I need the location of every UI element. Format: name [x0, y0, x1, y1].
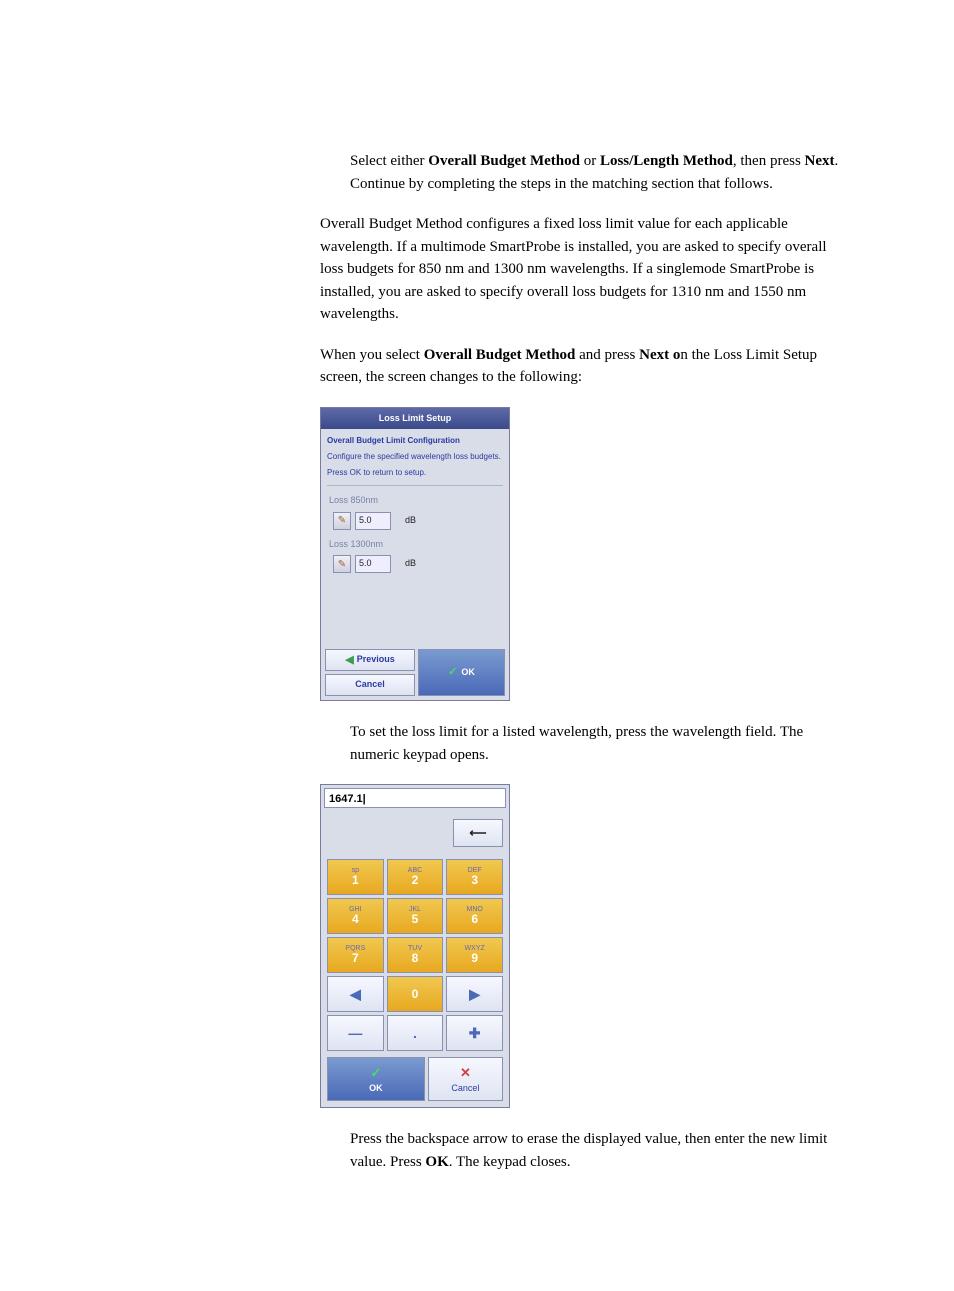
- paragraph-5: Press the backspace arrow to erase the d…: [350, 1128, 854, 1173]
- keypad-ok-button[interactable]: ✓ OK: [327, 1057, 425, 1101]
- config-heading: Overall Budget Limit Configuration: [327, 435, 503, 447]
- digit-8-button[interactable]: TUV8: [387, 937, 444, 973]
- cancel-label: Cancel: [451, 1082, 479, 1096]
- keypad-footer: ✓ OK ✕ Cancel: [321, 1051, 509, 1107]
- loss-1300-field[interactable]: 5.0: [355, 555, 391, 573]
- backspace-button[interactable]: ⟵: [453, 819, 503, 847]
- cancel-label: Cancel: [355, 678, 385, 692]
- text: Select either: [350, 153, 428, 169]
- zero-button[interactable]: 0: [387, 976, 444, 1012]
- paragraph-4: To set the loss limit for a listed wavel…: [350, 721, 854, 766]
- key-number: 2: [412, 874, 419, 887]
- edit-icon[interactable]: ✎: [333, 512, 351, 530]
- numeric-keypad-screenshot: 1647.1| ⟵ sp1ABC2DEF3 GHI4JKL5MNO6 PQRS7TU…: [320, 784, 510, 1108]
- text: and press: [575, 347, 639, 363]
- loss-850-field[interactable]: 5.0: [355, 512, 391, 530]
- text: , then press: [733, 153, 805, 169]
- keypad-symbol-row: — . ✚: [321, 1012, 509, 1051]
- divider: [327, 485, 503, 486]
- loss-850-label: Loss 850nm: [329, 494, 503, 508]
- paragraph-1: Select either Overall Budget Method or L…: [350, 150, 854, 195]
- dot-button[interactable]: .: [387, 1015, 444, 1051]
- minus-button[interactable]: —: [327, 1015, 384, 1051]
- digit-1-button[interactable]: sp1: [327, 859, 384, 895]
- text-bold: Next o: [639, 347, 680, 363]
- check-icon: ✓: [370, 1063, 381, 1083]
- screen-body: Overall Budget Limit Configuration Confi…: [321, 429, 509, 649]
- loss-limit-setup-screenshot: Loss Limit Setup Overall Budget Limit Co…: [320, 407, 510, 702]
- edit-icon[interactable]: ✎: [333, 555, 351, 573]
- unit-label: dB: [405, 514, 416, 528]
- digit-5-button[interactable]: JKL5: [387, 898, 444, 934]
- keypad-top-row: ⟵: [321, 811, 509, 859]
- window-title: Loss Limit Setup: [321, 408, 509, 430]
- unit-label: dB: [405, 557, 416, 571]
- previous-button[interactable]: ◀ Previous: [325, 649, 415, 671]
- paragraph-2: Overall Budget Method configures a fixed…: [320, 213, 854, 326]
- key-number: 8: [412, 952, 419, 965]
- digit-2-button[interactable]: ABC2: [387, 859, 444, 895]
- cancel-button[interactable]: Cancel: [325, 674, 415, 696]
- paragraph-3: When you select Overall Budget Method an…: [320, 344, 854, 389]
- right-arrow-button[interactable]: ▶: [446, 976, 503, 1012]
- text: Press the backspace arrow to erase the d…: [350, 1131, 827, 1170]
- ok-label: OK: [369, 1082, 383, 1096]
- digit-4-button[interactable]: GHI4: [327, 898, 384, 934]
- digit-3-button[interactable]: DEF3: [446, 859, 503, 895]
- loss-850-row: ✎ 5.0 dB: [333, 512, 503, 530]
- key-number: 7: [352, 952, 359, 965]
- keypad-digit-grid: sp1ABC2DEF3 GHI4JKL5MNO6 PQRS7TUV8WXYZ9: [321, 859, 509, 973]
- key-number: 4: [352, 913, 359, 926]
- text-bold: Loss/Length Method: [600, 153, 733, 169]
- spacer: [327, 573, 503, 643]
- footer-buttons: ◀ Previous ✓ OK Cancel: [321, 649, 509, 700]
- close-icon: ✕: [460, 1063, 471, 1083]
- key-number: 5: [412, 913, 419, 926]
- ok-button[interactable]: ✓ OK: [418, 649, 505, 696]
- loss-1300-label: Loss 1300nm: [329, 538, 503, 552]
- digit-7-button[interactable]: PQRS7: [327, 937, 384, 973]
- text: . The keypad closes.: [449, 1154, 571, 1170]
- key-number: 1: [352, 874, 359, 887]
- text-bold: Overall Budget Method: [424, 347, 576, 363]
- text: or: [580, 153, 600, 169]
- text-bold: Overall Budget Method: [428, 153, 580, 169]
- keypad-display[interactable]: 1647.1|: [324, 788, 506, 808]
- key-number: 6: [471, 913, 478, 926]
- config-text-1: Configure the specified wavelength loss …: [327, 451, 503, 463]
- digit-6-button[interactable]: MNO6: [446, 898, 503, 934]
- config-text-2: Press OK to return to setup.: [327, 467, 503, 479]
- text: When you select: [320, 347, 424, 363]
- text-bold: OK: [425, 1154, 448, 1170]
- previous-label: Previous: [357, 653, 395, 667]
- keypad-cancel-button[interactable]: ✕ Cancel: [428, 1057, 503, 1101]
- check-icon: ✓: [448, 664, 457, 681]
- plus-button[interactable]: ✚: [446, 1015, 503, 1051]
- digit-9-button[interactable]: WXYZ9: [446, 937, 503, 973]
- key-number: 3: [471, 874, 478, 887]
- previous-arrow-icon: ◀: [345, 652, 353, 669]
- loss-1300-row: ✎ 5.0 dB: [333, 555, 503, 573]
- left-arrow-button[interactable]: ◀: [327, 976, 384, 1012]
- text-bold: Next: [805, 153, 835, 169]
- keypad-nav-row: ◀ 0 ▶: [321, 973, 509, 1012]
- key-number: 9: [471, 952, 478, 965]
- ok-label: OK: [461, 666, 475, 680]
